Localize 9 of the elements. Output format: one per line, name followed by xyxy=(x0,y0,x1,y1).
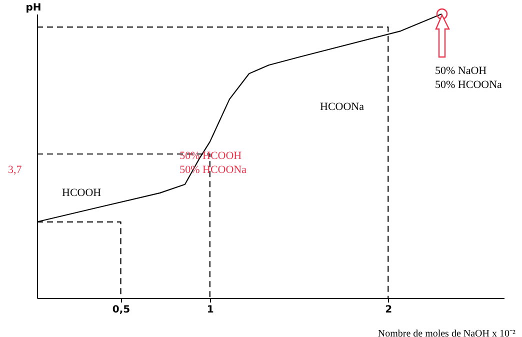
x-tick-label: 0,5 xyxy=(112,304,130,316)
x-tick-label: 2 xyxy=(385,304,392,316)
y-axis-title: pH xyxy=(26,2,42,14)
text: 3,7 xyxy=(8,164,22,176)
x-axis-title: Nombre de moles de NaOH x 10⁻² xyxy=(378,328,516,337)
annotation: HCOOH xyxy=(62,187,102,199)
annotation: 50% NaOH 50% HCOONa xyxy=(435,65,502,91)
annotation: HCOONa xyxy=(320,101,364,113)
x-tick-label: 1 xyxy=(206,304,214,316)
